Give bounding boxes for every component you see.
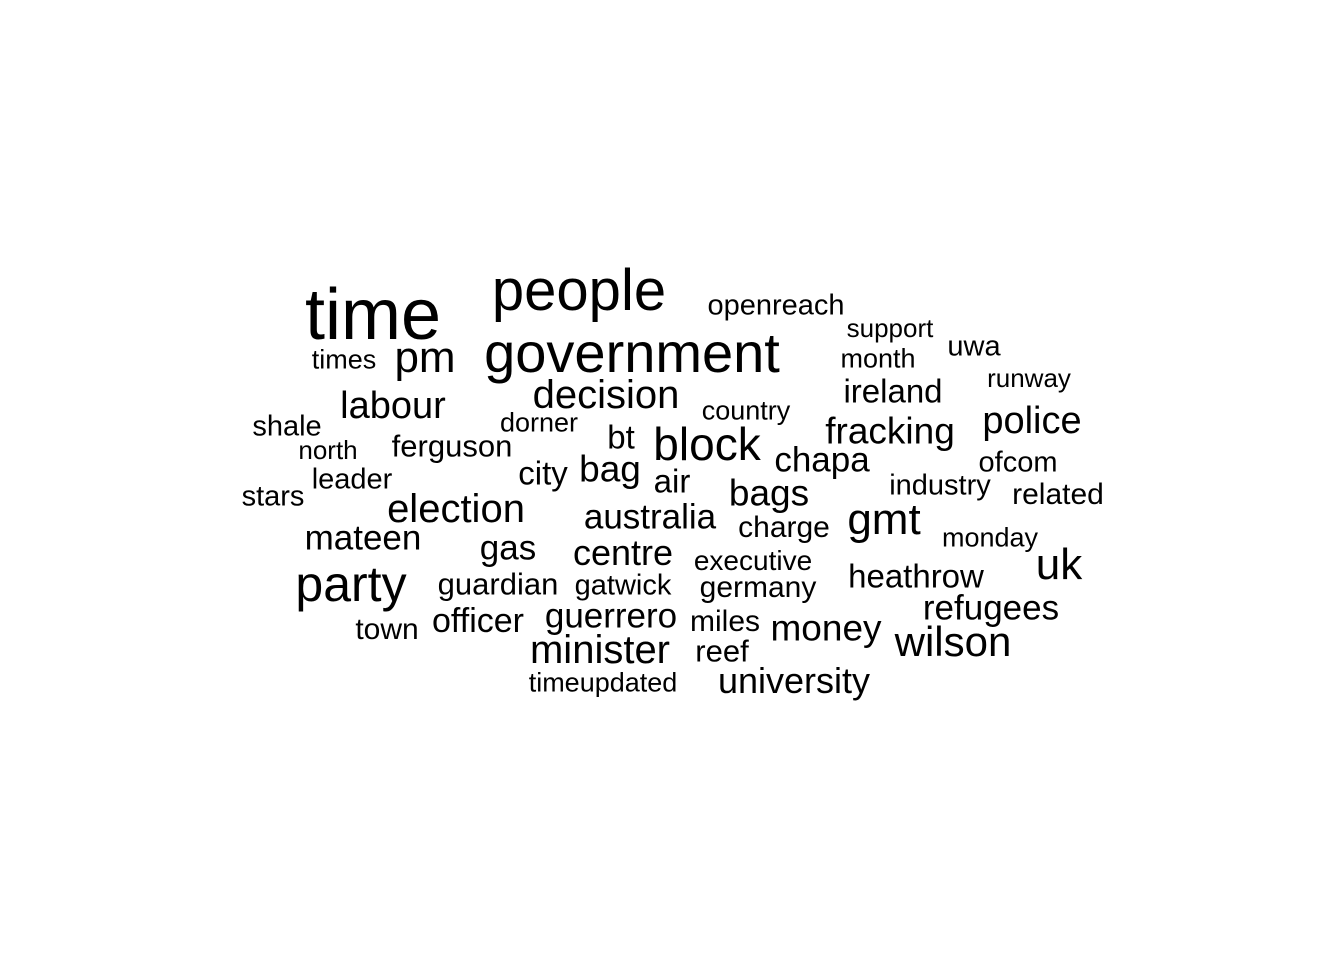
word-dorner: dorner <box>499 407 579 438</box>
word-miles: miles <box>689 605 761 638</box>
word-wilson: wilson <box>894 618 1012 665</box>
word-block: block <box>653 418 761 470</box>
word-fracking: fracking <box>825 410 955 452</box>
word-minister: minister <box>529 628 671 672</box>
word-ferguson: ferguson <box>391 428 513 464</box>
word-gatwick: gatwick <box>574 569 672 602</box>
word-chapa: chapa <box>774 440 870 480</box>
word-gmt: gmt <box>847 495 921 544</box>
word-charge: charge <box>738 511 830 544</box>
word-germany: germany <box>699 571 817 604</box>
word-bag: bag <box>579 448 641 490</box>
word-runway: runway <box>987 363 1071 393</box>
word-guardian: guardian <box>437 566 559 602</box>
word-north: north <box>298 435 358 465</box>
word-related: related <box>1012 478 1104 511</box>
word-refugees: refugees <box>922 588 1060 628</box>
word-stars: stars <box>241 480 305 513</box>
word-pm: pm <box>394 333 456 382</box>
word-heathrow: heathrow <box>848 557 984 595</box>
word-guerrero: guerrero <box>544 596 678 636</box>
word-month: month <box>840 343 916 374</box>
word-university: university <box>717 660 871 701</box>
word-times: times <box>311 344 377 375</box>
word-support: support <box>846 313 934 343</box>
word-industry: industry <box>889 469 991 502</box>
word-centre: centre <box>572 532 674 573</box>
word-uwa: uwa <box>947 330 1001 363</box>
word-labour: labour <box>340 385 446 427</box>
word-bags: bags <box>728 472 810 514</box>
word-officer: officer <box>432 602 524 640</box>
word-decision: decision <box>532 373 680 417</box>
word-city: city <box>518 454 568 492</box>
word-reef: reef <box>695 633 749 669</box>
word-gas: gas <box>479 528 537 568</box>
word-government: government <box>484 321 780 384</box>
word-people: people <box>491 258 667 323</box>
word-monday: monday <box>941 522 1039 553</box>
word-money: money <box>770 607 882 649</box>
word-mateen: mateen <box>304 518 422 558</box>
word-election: election <box>387 487 525 531</box>
word-country: country <box>701 395 791 426</box>
word-openreach: openreach <box>707 289 845 322</box>
word-time: time <box>304 275 442 355</box>
word-leader: leader <box>311 463 393 496</box>
word-uk: uk <box>1035 540 1083 589</box>
word-executive: executive <box>693 545 813 576</box>
word-air: air <box>653 462 691 500</box>
word-police: police <box>982 400 1082 442</box>
word-town: town <box>355 613 419 646</box>
word-shale: shale <box>252 410 322 443</box>
word-party: party <box>295 556 407 612</box>
word-australia: australia <box>583 497 717 537</box>
word-timeupdated: timeupdated <box>528 667 678 698</box>
word-ofcom: ofcom <box>978 446 1058 479</box>
word-bt: bt <box>607 418 635 456</box>
word-ireland: ireland <box>843 372 943 410</box>
